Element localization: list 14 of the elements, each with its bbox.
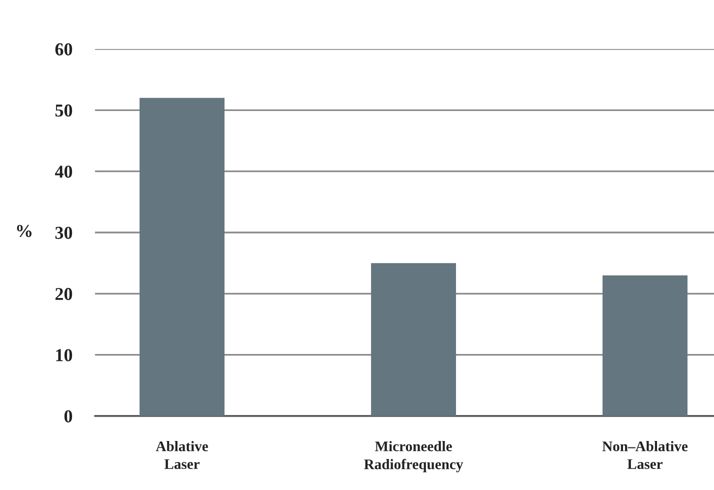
y-tick-label: 50 — [55, 104, 72, 117]
y-axis-title: % — [16, 224, 32, 238]
x-tick-label: Microneedle Radiofrequency — [364, 441, 464, 472]
y-tick-label: 10 — [56, 349, 72, 362]
y-tick-label: 0 — [64, 410, 72, 422]
y-tick-label: 30 — [55, 226, 72, 239]
bar — [140, 98, 225, 416]
y-tick-label: 20 — [55, 288, 72, 300]
bar — [602, 275, 688, 416]
y-tick-label: 60 — [55, 43, 72, 56]
y-tick-label: 40 — [54, 166, 72, 178]
x-tick-label: Ablative Laser — [156, 441, 208, 470]
x-tick-label: Non–Ablative Laser — [602, 441, 688, 470]
bar — [371, 263, 456, 416]
